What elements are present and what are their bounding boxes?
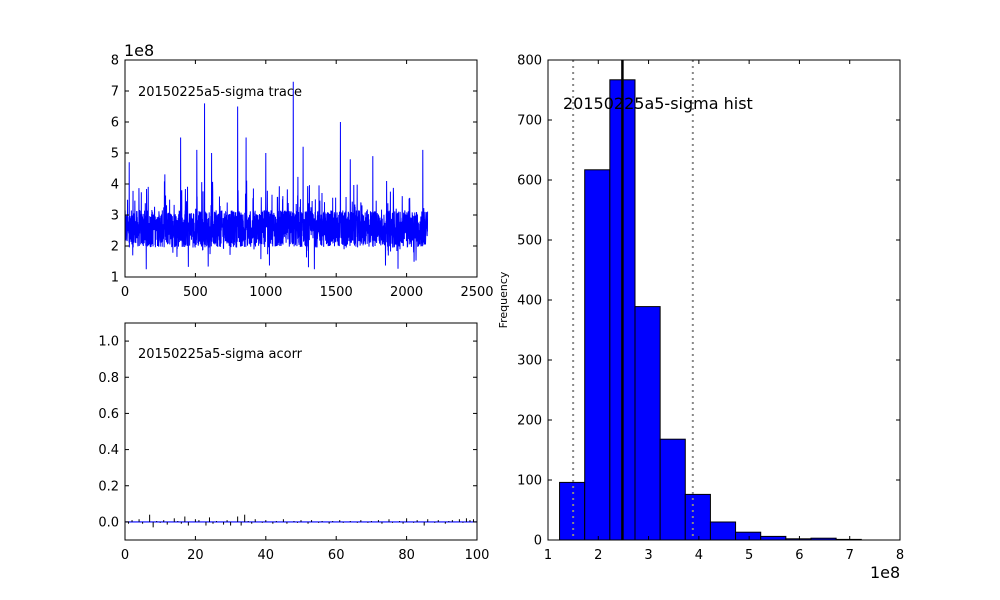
y-tick-label: 0: [534, 534, 542, 549]
y-tick-label: 0.6: [98, 407, 119, 422]
trace-panel: 0 500 1000 1500 2000 2500 1 2 3 4 5 6 7 8 20150225a5-…: [111, 41, 494, 300]
x-tick-label: 40: [258, 548, 275, 563]
x-tick-label: 5: [745, 548, 753, 563]
y-tick-label: 0.4: [98, 443, 119, 458]
y-tick-label: 200: [517, 414, 542, 429]
x-tick-label: 80: [398, 548, 415, 563]
trace-annotation: 20150225a5-sigma trace: [138, 85, 302, 100]
y-tick-label: 0.2: [98, 479, 119, 494]
hist-annotation: 20150225a5-sigma hist: [563, 94, 753, 113]
y-tick-label: 100: [517, 474, 542, 489]
hist-bar: [760, 535, 787, 541]
x-tick-label: 500: [183, 285, 208, 300]
hist-y-axis-label: Frequency: [497, 271, 510, 328]
hist-bar: [659, 438, 686, 541]
x-tick-label: 1: [544, 548, 552, 563]
y-tick-label: 0.8: [98, 371, 119, 386]
x-tick-label: 4: [695, 548, 703, 563]
hist-series: [559, 79, 862, 541]
hist-bar: [684, 493, 711, 541]
hist-bar: [735, 531, 762, 541]
x-tick-label: 2500: [460, 285, 493, 300]
x-tick-label: 1500: [320, 285, 353, 300]
x-tick-label: 1000: [249, 285, 282, 300]
x-tick-label: 20: [187, 548, 204, 563]
y-tick-label: 3: [111, 209, 119, 224]
y-tick-label: 7: [111, 85, 119, 100]
trace-scale-label: 1e8: [124, 41, 154, 60]
acorr-axes-frame: [124, 322, 478, 541]
x-tick-label: 6: [795, 548, 803, 563]
hist-bar: [709, 521, 737, 541]
y-tick-label: 500: [517, 234, 542, 249]
hist-bar: [584, 169, 611, 541]
y-tick-label: 5: [111, 147, 119, 162]
hist-scale-label: 1e8: [870, 563, 900, 582]
y-tick-label: 800: [517, 54, 542, 69]
x-tick-label: 8: [896, 548, 904, 563]
x-tick-label: 2: [594, 548, 602, 563]
hist-ticks: 1 2 3 4 5 6 7 8 0 100 200 300 400 500 600 700 800: [517, 54, 904, 564]
y-tick-label: 6: [111, 116, 119, 131]
hist-bar: [634, 306, 661, 541]
y-tick-label: 8: [111, 54, 119, 69]
y-tick-label: 1.0: [98, 335, 119, 350]
x-tick-label: 60: [328, 548, 345, 563]
y-tick-label: 700: [517, 114, 542, 129]
y-tick-label: 4: [111, 178, 119, 193]
acorr-annotation: 20150225a5-sigma acorr: [138, 347, 303, 362]
x-tick-label: 2000: [390, 285, 423, 300]
y-tick-label: 2: [111, 240, 119, 255]
trace-ticks: 0 500 1000 1500 2000 2500 1 2 3 4 5 6 7 8: [111, 54, 494, 301]
trace-axes-frame: [124, 59, 478, 278]
acorr-ticks: 0 20 40 60 80 100 0.0 0.2 0.4 0.6 0.8 1.0: [98, 323, 489, 563]
acorr-panel: 0 20 40 60 80 100 0.0 0.2 0.4 0.6 0.8 1.0 20150225a…: [98, 322, 489, 563]
acorr-series: [124, 514, 477, 528]
y-tick-label: 1: [111, 271, 119, 286]
y-tick-label: 400: [517, 294, 542, 309]
x-tick-label: 3: [644, 548, 652, 563]
hist-bar: [559, 481, 586, 541]
x-tick-label: 7: [846, 548, 854, 563]
y-tick-label: 0.0: [98, 515, 119, 530]
y-tick-label: 600: [517, 174, 542, 189]
trace-series: [124, 81, 429, 270]
y-tick-label: 300: [517, 354, 542, 369]
hist-reference-lines: [572, 60, 694, 540]
x-tick-label: 0: [121, 548, 129, 563]
trace-line: [124, 81, 429, 270]
x-tick-label: 0: [121, 285, 129, 300]
x-tick-label: 100: [465, 548, 490, 563]
hist-panel: 1 2 3 4 5 6 7 8 0 100 200 300 400 500 600 700 800 201502…: [497, 54, 904, 583]
